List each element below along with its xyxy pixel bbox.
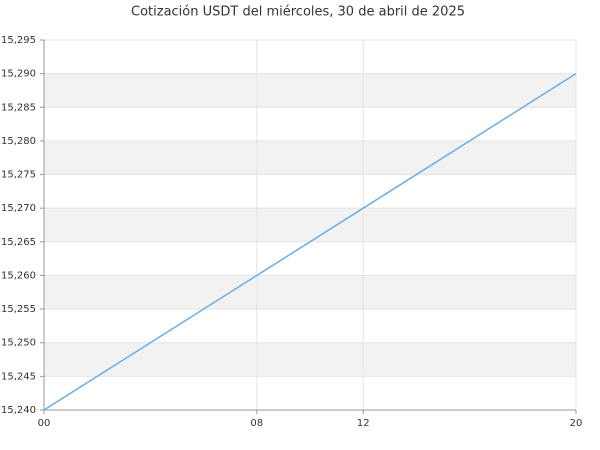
x-tick-label: 00 [38,418,51,429]
grid-band [44,73,576,108]
y-tick-label: 15,295 [1,35,36,46]
y-tick-label: 15,255 [1,304,36,315]
y-tick-label: 15,270 [1,203,36,214]
x-tick-label: 08 [250,418,263,429]
grid-band [44,275,576,310]
x-tick-label: 20 [570,418,583,429]
y-tick-label: 15,275 [1,170,36,181]
line [43,73,577,411]
y-tick-label: 15,240 [1,405,36,416]
y-tick-label: 15,265 [1,237,36,248]
y-tick-label: 15,285 [1,102,36,113]
y-tick-label: 15,245 [1,371,36,382]
y-tick-label: 15,290 [1,69,36,80]
x-tick-label: 12 [357,418,370,429]
grid-band [44,208,576,242]
y-tick-label: 15,250 [1,338,36,349]
grid-band [44,140,576,175]
chart-title: Cotización USDT del miércoles, 30 de abr… [131,5,465,20]
y-tick-label: 15,260 [1,270,36,281]
y-tick-label: 15,280 [1,136,36,147]
grid-band [44,342,576,377]
